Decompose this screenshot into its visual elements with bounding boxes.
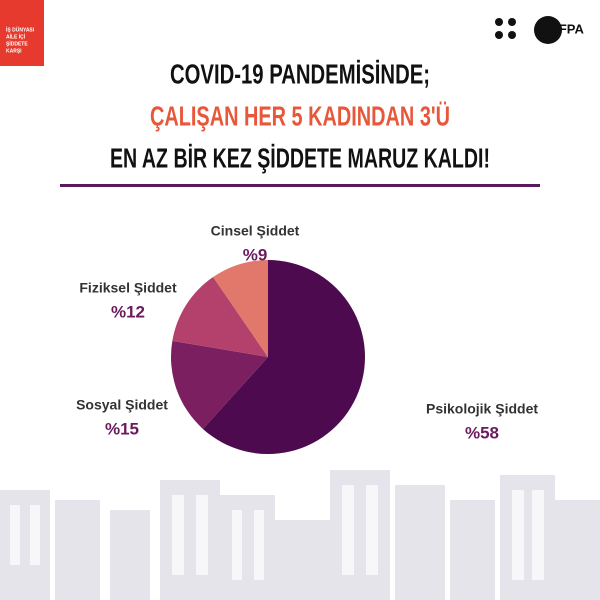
logo-line: ŞİDDETE	[6, 40, 28, 47]
logo-box	[0, 0, 44, 66]
value-label: %9	[243, 245, 268, 264]
category-label: Sosyal Şiddet	[76, 397, 168, 413]
value-label: %12	[111, 302, 145, 321]
pie-slice	[172, 277, 268, 357]
value-label: %15	[105, 419, 139, 438]
title-line: ÇALIŞAN HER 5 KADINDAN 3'Ü	[150, 100, 450, 131]
category-label: Fiziksel Şiddet	[79, 280, 177, 296]
value-label: %58	[465, 423, 499, 442]
pie-slice	[213, 260, 268, 357]
pie-slice	[202, 260, 365, 454]
city-skyline	[0, 470, 600, 600]
logo-text: İŞ DÜNYASI AİLE İÇİ ŞİDDETE KARŞI	[6, 26, 35, 54]
un-dots	[495, 18, 516, 39]
unfpa-badge	[534, 16, 562, 44]
title-rule	[60, 184, 540, 187]
logo-line: KARŞI	[6, 48, 22, 54]
windows	[10, 485, 544, 580]
category-label: Cinsel Şiddet	[211, 223, 300, 239]
title-line: COVID-19 PANDEMİSİNDE;	[170, 58, 430, 89]
logo-line: İŞ DÜNYASI	[6, 26, 35, 33]
title-line: EN AZ BİR KEZ ŞİDDETE MARUZ KALDI!	[110, 142, 490, 173]
logo-line: AİLE İÇİ	[6, 33, 26, 40]
pie-slice	[170, 340, 268, 429]
category-label: Psikolojik Şiddet	[426, 401, 538, 417]
unfpa-logo: UNFPA	[540, 21, 584, 36]
